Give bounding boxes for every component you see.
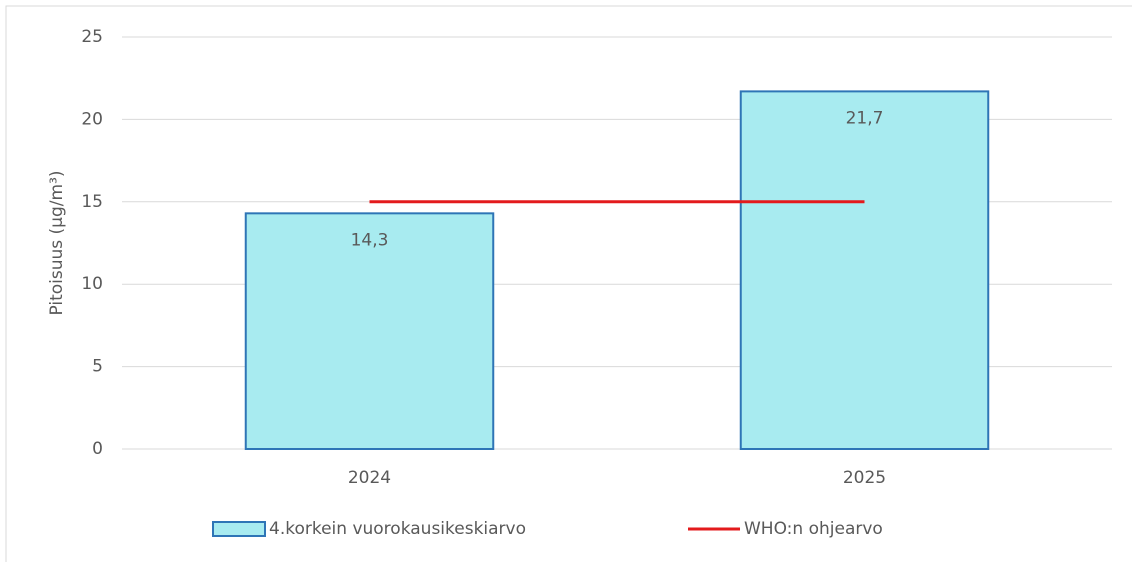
y-tick-label: 15: [81, 192, 103, 212]
legend-label: 4.korkein vuorokausikeskiarvo: [269, 519, 526, 539]
data-label: 21,7: [846, 108, 884, 128]
y-tick-label: 5: [92, 357, 103, 377]
y-tick-label: 0: [92, 439, 103, 459]
legend-label: WHO:n ohjearvo: [744, 519, 883, 539]
y-tick-label: 25: [81, 27, 103, 47]
bar: [739, 90, 990, 450]
y-axis-label: Pitoisuus (µg/m³): [47, 170, 67, 315]
chart-frame: [5, 5, 1132, 566]
y-tick-label: 10: [81, 274, 103, 294]
bar: [244, 212, 495, 450]
x-tick-label: 2025: [843, 468, 886, 488]
data-label: 14,3: [351, 230, 389, 250]
legend-swatch: [212, 521, 266, 537]
x-tick-label: 2024: [348, 468, 391, 488]
y-tick-label: 20: [81, 109, 103, 129]
